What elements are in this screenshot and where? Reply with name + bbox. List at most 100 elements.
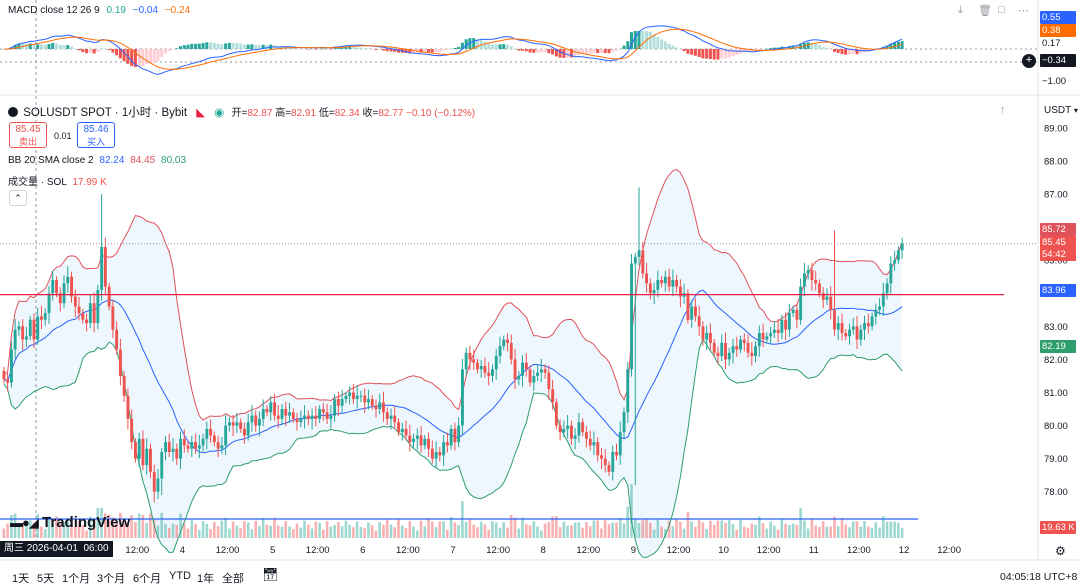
volume-bar [438, 521, 442, 538]
sell-price: 85.45 [15, 124, 41, 135]
volume-bar [348, 524, 351, 538]
candle [660, 276, 664, 288]
tradingview-logo[interactable]: ▬●◢ TradingView [10, 514, 131, 531]
macd-histogram-bar [893, 42, 897, 49]
date-range-icon[interactable]: 📅︎ [262, 567, 279, 582]
candle-body [874, 309, 878, 317]
macd-histogram-bar [494, 44, 498, 49]
clock-timezone[interactable]: 04:05:18 UTC+8 [1000, 571, 1078, 583]
candle [833, 230, 836, 336]
buy-button[interactable]: 85.46 买入 [77, 122, 115, 148]
arrow-up-icon[interactable]: ↑ [1000, 104, 1006, 116]
arrow-down-icon[interactable]: ⤓ [958, 4, 963, 16]
volume-bar [92, 520, 96, 538]
candle [791, 305, 795, 318]
timeframe-button[interactable]: YTD [169, 570, 191, 582]
candle [626, 362, 630, 423]
timeframe-button[interactable]: 6个月 [133, 573, 162, 585]
candle [434, 441, 438, 469]
macd-histogram-bar [261, 44, 265, 49]
macd-histogram-bar [141, 49, 145, 67]
candle [483, 357, 487, 378]
add-icon[interactable]: + [1022, 54, 1036, 68]
candle-body [506, 339, 509, 343]
more-icon[interactable]: ⋯ [1018, 5, 1029, 17]
candle-body [893, 260, 897, 264]
volume-bar [261, 517, 265, 538]
candle [119, 338, 122, 386]
settings-gear-icon[interactable]: ⚙ [1055, 544, 1066, 558]
bollinger-band-lines [3, 169, 903, 558]
candle-body [870, 316, 874, 327]
sell-button[interactable]: 85.45 卖出 [9, 122, 47, 148]
volume-bar [81, 525, 85, 538]
candle-body [848, 329, 851, 337]
timeframe-button[interactable]: 1个月 [62, 573, 91, 585]
macd-histogram-bar [66, 45, 70, 49]
volume-bar [882, 516, 885, 538]
candle [284, 401, 288, 427]
candle [103, 237, 107, 294]
horizontal-line [0, 243, 1038, 296]
volume-bar [540, 530, 543, 538]
candle-body [434, 452, 438, 459]
candle [457, 417, 461, 448]
macd-signal-value: −0.24 [164, 5, 191, 16]
macd-histogram-bar [430, 49, 434, 53]
candle-body [430, 448, 434, 459]
collapse-legend-button[interactable]: ⌃ [9, 190, 27, 206]
y-tick-label: 87.00 [1044, 190, 1068, 201]
bollinger-band-fill [3, 169, 903, 558]
candle-body [656, 280, 660, 290]
volume-bar [814, 525, 817, 538]
macd-histogram-bar [554, 49, 558, 57]
candle-body [536, 372, 539, 376]
candle [137, 432, 141, 467]
candle [62, 275, 66, 309]
volume-bar [55, 516, 58, 538]
macd-histogram-bar [656, 37, 660, 49]
volume-bar [836, 526, 840, 538]
volume-bar [803, 520, 806, 538]
volume-bar [682, 528, 686, 538]
x-tick-label: 9 [631, 545, 636, 556]
macd-histogram-bar [663, 41, 667, 49]
volume-bar [239, 528, 242, 538]
candle-body [900, 243, 904, 251]
timeframe-button[interactable]: 5天 [37, 573, 55, 585]
volume-bar [175, 524, 178, 538]
volume-bar [404, 528, 408, 538]
macd-histogram-bar [509, 46, 513, 49]
trash-icon[interactable]: 🗑︎ [978, 5, 992, 17]
timeframe-button[interactable]: 1天 [12, 573, 30, 585]
macd-histogram-bar [596, 49, 600, 54]
macd-histogram-bar [96, 49, 100, 52]
bb-legend[interactable]: BB 20 SMA close 2 82.24 84.45 80.03 [8, 155, 186, 166]
candle-body [167, 442, 171, 452]
macd-legend[interactable]: MACD close 12 26 9 0.19 −0.04 −0.24 [8, 5, 190, 16]
candle-body [385, 412, 389, 419]
volume-bar [190, 520, 194, 538]
macd-histogram-bar [735, 49, 739, 55]
candle-body [182, 438, 186, 446]
candle-body [273, 402, 276, 416]
lower-band-tag: 82.19 [1040, 340, 1076, 353]
candle-body [671, 280, 675, 287]
maximize-icon[interactable]: □ [998, 4, 1005, 16]
volume-bar [442, 521, 445, 538]
candle-body [577, 422, 581, 436]
candle [397, 418, 400, 437]
volume-legend[interactable]: 成交量 · SOL 17.99 K [8, 173, 107, 188]
candle-body [160, 452, 164, 479]
timeframe-button[interactable]: 全部 [222, 573, 244, 585]
currency-selector[interactable]: USDT ▾ [1044, 105, 1078, 116]
volume-bar [543, 523, 547, 538]
macd-histogram-bar [791, 45, 795, 49]
candle [848, 323, 851, 345]
macd-histogram-bar [265, 44, 269, 49]
symbol-legend[interactable]: SOLUSDT SPOT · 1小时 · Bybit ◣ ◉ 开=82.87 高… [8, 104, 475, 120]
timeframe-button[interactable]: 3个月 [97, 573, 126, 585]
volume-bar [885, 521, 889, 538]
timeframe-button[interactable]: 1年 [197, 573, 215, 585]
